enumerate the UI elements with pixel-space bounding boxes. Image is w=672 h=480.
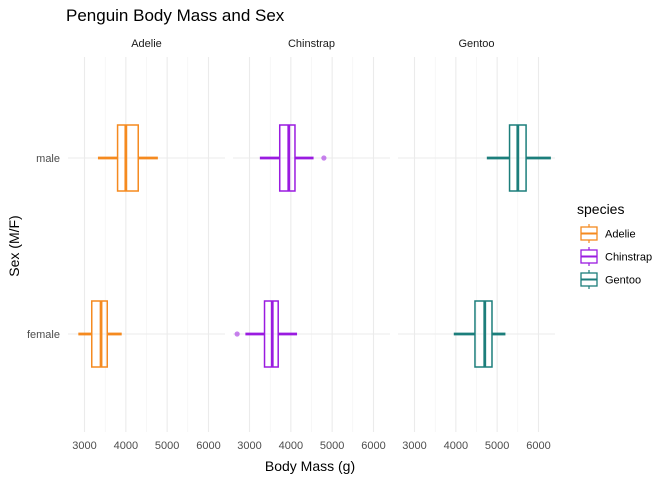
legend: species Adelie Chinstrap Gentoo (577, 201, 652, 289)
x-tick-label: 4000 (114, 440, 138, 452)
y-tick-label: male (36, 153, 60, 165)
y-axis-ticks: female male (27, 153, 60, 341)
facet-panels: Adelie 3000 4000 5000 6000 Chinstrap 3000 4000 5… (68, 38, 555, 452)
facet-panel-chinstrap: Chinstrap 3000 4000 5000 6000 (233, 38, 390, 452)
legend-label-adelie: Adelie (605, 229, 636, 241)
x-tick-label: 4000 (444, 440, 468, 452)
x-axis-title: Body Mass (g) (265, 458, 355, 474)
boxplot-gentoo-female (453, 300, 506, 368)
boxplot-gentoo-male (486, 124, 551, 192)
x-tick-label: 3000 (72, 440, 96, 452)
facet-label-chinstrap: Chinstrap (288, 38, 335, 50)
x-tick-label: 5000 (155, 440, 179, 452)
facet-panel-gentoo: Gentoo 3000 4000 5000 6000 (398, 38, 555, 452)
x-tick-label: 5000 (320, 440, 344, 452)
outlier-point (234, 331, 240, 337)
x-tick-label: 6000 (361, 440, 385, 452)
x-tick-label: 6000 (196, 440, 220, 452)
facet-panel-adelie: Adelie 3000 4000 5000 6000 (68, 38, 225, 452)
legend-item-adelie: Adelie (580, 224, 636, 243)
box (278, 124, 296, 192)
boxplot-chinstrap-female (234, 300, 298, 368)
boxplot-chinstrap-male (259, 124, 327, 192)
legend-item-gentoo: Gentoo (580, 270, 641, 289)
legend-title: species (577, 201, 624, 217)
x-tick-label: 3000 (237, 440, 261, 452)
x-tick-label: 6000 (526, 440, 550, 452)
legend-label-chinstrap: Chinstrap (605, 252, 652, 264)
legend-item-chinstrap: Chinstrap (580, 247, 652, 266)
x-tick-label: 4000 (279, 440, 303, 452)
chart-title: Penguin Body Mass and Sex (66, 6, 285, 25)
y-tick-label: female (27, 329, 60, 341)
legend-label-gentoo: Gentoo (605, 275, 641, 287)
facet-label-adelie: Adelie (131, 38, 162, 50)
x-tick-label: 3000 (402, 440, 426, 452)
y-axis-title: Sex (M/F) (6, 215, 22, 276)
boxplot-adelie-male (97, 124, 158, 192)
facet-label-gentoo: Gentoo (458, 38, 494, 50)
outlier-point (321, 155, 327, 161)
boxplot-adelie-female (78, 300, 122, 368)
box (116, 124, 139, 192)
box (91, 300, 108, 368)
x-tick-label: 5000 (485, 440, 509, 452)
